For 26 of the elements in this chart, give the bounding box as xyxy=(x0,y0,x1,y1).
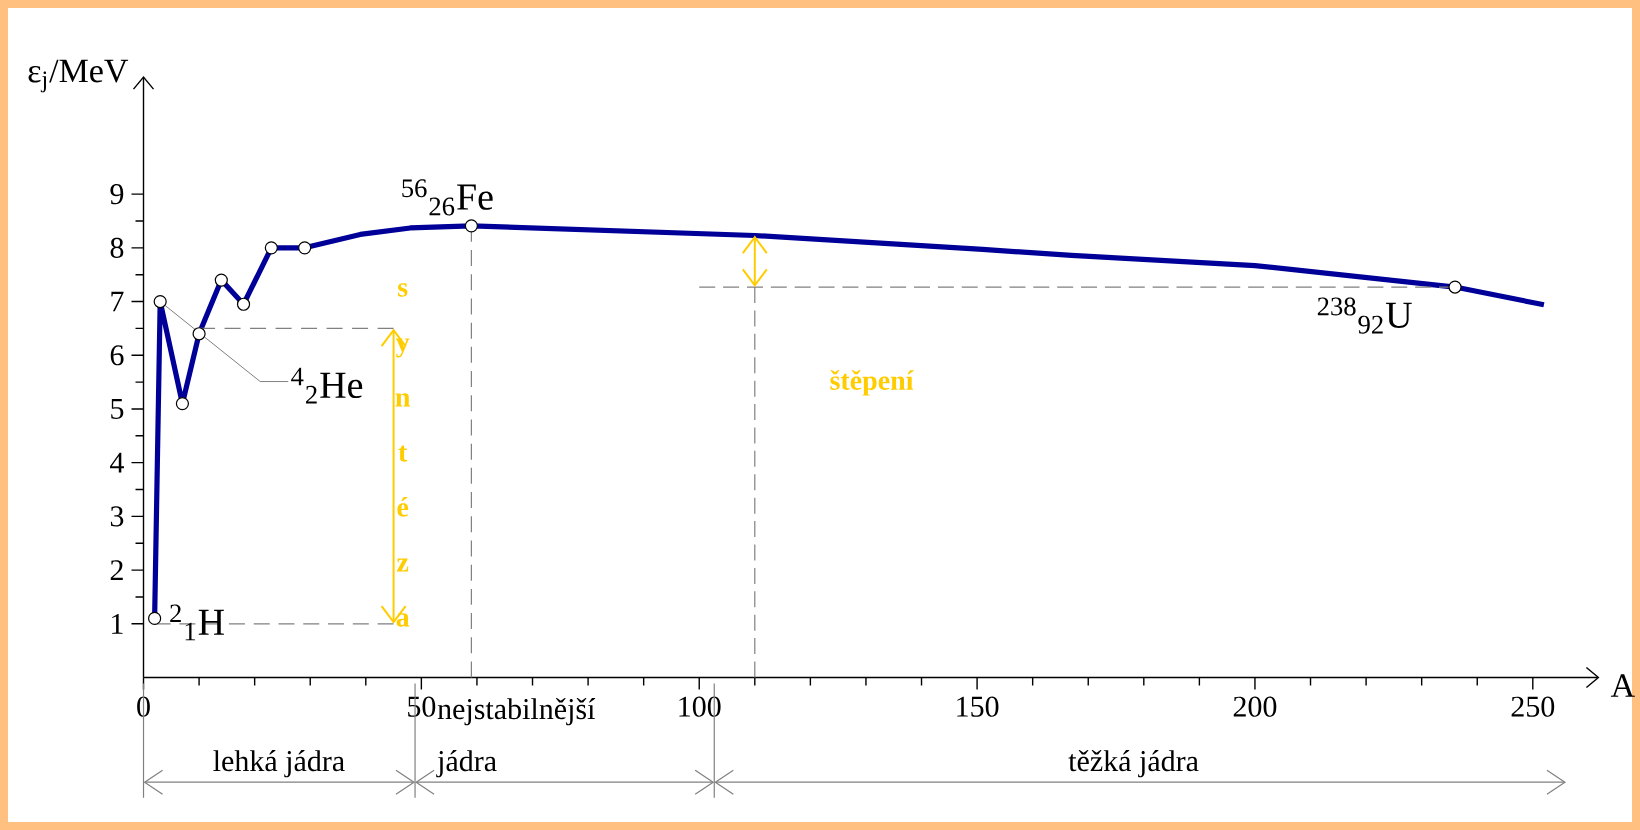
text: lehká jádra xyxy=(213,750,345,778)
x-tick-label: 50 xyxy=(408,696,436,717)
x-tick-label: 150 xyxy=(957,696,999,717)
x-tick-label: 250 xyxy=(1511,696,1555,717)
x-tick-label: 200 xyxy=(1233,696,1277,717)
annotation: 2$_{1}$H xyxy=(170,604,224,641)
annotation: 4$_{2}$He xyxy=(291,367,363,404)
y-axis-title: ε$_{j}$/MeV xyxy=(28,59,129,93)
text: těžká jádra xyxy=(1068,750,1199,778)
annotation: 56$_{26}$Fe xyxy=(402,179,493,216)
x-tick-label: 0 xyxy=(137,696,150,717)
annotation: štěpení xyxy=(830,369,914,396)
x-tick-label: 100 xyxy=(679,696,721,717)
annotation: 238$_{92}$U xyxy=(1317,297,1412,334)
y-tick-label: 3 xyxy=(110,506,124,527)
y-tick-label: 2 xyxy=(110,560,123,581)
y-tick-label: 6 xyxy=(110,345,124,366)
x-axis-title: A xyxy=(1610,674,1635,697)
y-tick-label: 9 xyxy=(110,184,124,205)
text: s y n t é z a xyxy=(395,283,411,627)
y-tick-label: 8 xyxy=(110,237,124,258)
y-tick-label: 4 xyxy=(110,452,124,473)
y-tick-label: 7 xyxy=(111,291,124,312)
y-tick-label: 5 xyxy=(111,399,124,419)
y-tick-label: 1 xyxy=(112,613,123,634)
text: nejstabilnější jádra xyxy=(436,698,596,778)
